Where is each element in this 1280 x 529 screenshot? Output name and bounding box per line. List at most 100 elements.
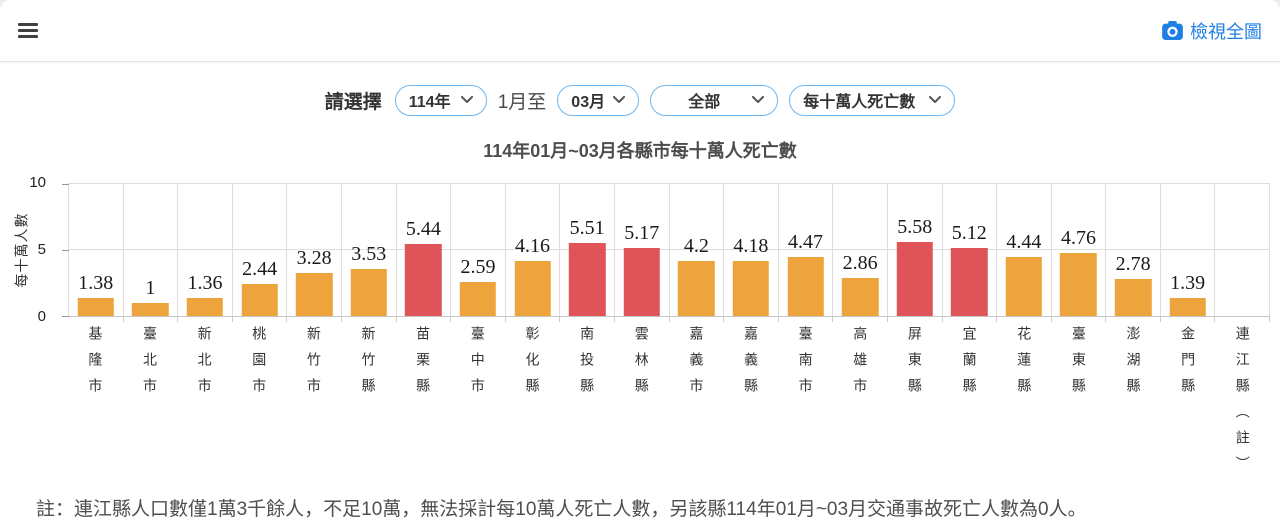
metric-select[interactable]: 每十萬人死亡數: [789, 84, 956, 116]
filter-label: 請選擇: [324, 91, 382, 113]
x-axis-label: 高雄市: [852, 326, 869, 404]
x-axis-label: 桃園市: [251, 326, 268, 404]
x-axis-cell: 嘉義市: [669, 326, 724, 488]
area-select[interactable]: 全部: [650, 84, 779, 116]
view-full-chart-link[interactable]: 檢視全圖: [1162, 18, 1262, 44]
x-axis-cell: 臺南市: [778, 326, 833, 488]
x-axis-label: 宜蘭縣: [961, 326, 978, 404]
x-axis-cell: 基隆市: [68, 326, 123, 488]
x-axis-cell: 臺中市: [450, 326, 505, 488]
bar[interactable]: [514, 261, 551, 316]
bar-value-label: 4.2: [683, 234, 709, 257]
x-axis-cell: 桃園市: [232, 326, 287, 488]
bar-value-label: 2.86: [842, 252, 878, 275]
plot-slot: 5.17: [615, 184, 670, 322]
bar[interactable]: [732, 260, 770, 316]
bar-value-label: 2.59: [460, 255, 496, 278]
bar[interactable]: [1060, 253, 1097, 316]
bar-value-label: 1.39: [1170, 271, 1206, 294]
x-axis-cell: 金門縣: [1161, 326, 1216, 488]
x-axis-label: 南投縣: [579, 326, 596, 404]
bar[interactable]: [459, 281, 497, 316]
bar[interactable]: [951, 248, 988, 316]
plot-slot: 5.12: [943, 184, 998, 322]
plot-slot: 4.44: [997, 184, 1052, 322]
filter-row: 請選擇 114年 1月至 03月 全部 每十萬人死亡數: [0, 84, 1280, 116]
plot-slot: 2.44: [233, 184, 288, 322]
bar-value-label: 4.16: [515, 235, 551, 258]
bar[interactable]: [186, 298, 224, 316]
bar[interactable]: [896, 242, 933, 316]
x-axis-label: 臺北市: [141, 326, 158, 404]
bar[interactable]: [568, 243, 606, 316]
x-axis-label: 澎湖縣: [1125, 326, 1142, 404]
camera-icon: [1162, 21, 1183, 40]
x-axis-label: 苗栗縣: [415, 326, 432, 404]
x-axis-label: 臺南市: [797, 326, 814, 404]
plot-slot: 5.44: [397, 184, 452, 322]
bar[interactable]: [678, 260, 715, 316]
x-axis-label: 臺東縣: [1070, 326, 1087, 404]
bar-value-label: 5.12: [951, 222, 987, 245]
bar[interactable]: [405, 244, 442, 316]
x-axis-label: 臺中市: [469, 326, 486, 404]
x-axis-cell: 臺東縣: [1052, 326, 1107, 488]
bar[interactable]: [77, 297, 115, 316]
range-text: 1月至: [497, 91, 547, 113]
bar[interactable]: [1114, 279, 1152, 316]
chevron-down-icon: [929, 96, 942, 104]
plot-slot: 4.16: [506, 184, 561, 322]
bar-value-label: 3.28: [296, 246, 332, 269]
year-select[interactable]: 114年: [394, 84, 487, 116]
x-axis-label: 金門縣: [1180, 326, 1197, 404]
plot-slot: 2.78: [1106, 184, 1161, 322]
bar-value-label: 4.47: [788, 231, 824, 253]
y-tick-mark: [62, 183, 69, 185]
bar[interactable]: [787, 257, 824, 316]
gridline: [69, 249, 1270, 250]
plot-slot: 5.51: [560, 184, 615, 322]
x-axis-cell: 臺北市: [123, 326, 178, 488]
x-axis-cell: 屏東縣: [888, 326, 943, 488]
x-axis-cell: 連江縣（註）: [1215, 326, 1270, 488]
plot-slot: 3.28: [287, 184, 342, 322]
bar-value-label: 5.58: [897, 216, 933, 239]
bar[interactable]: [132, 302, 169, 316]
bar[interactable]: [1005, 257, 1043, 316]
plot-slot: 2.86: [833, 184, 888, 322]
bar[interactable]: [841, 278, 879, 316]
y-axis-tick-label: 5: [37, 241, 46, 258]
bar[interactable]: [623, 247, 660, 316]
x-axis-label: 嘉義市: [688, 326, 705, 404]
bar[interactable]: [295, 272, 333, 316]
bar[interactable]: [350, 269, 387, 316]
chevron-down-icon: [752, 96, 765, 104]
month-select[interactable]: 03月: [557, 84, 640, 116]
x-axis-label: 連江縣（註）: [1234, 326, 1251, 482]
plot-slot: 3.53: [342, 184, 397, 322]
bar-value-label: 2.44: [242, 257, 278, 280]
x-axis-label: 基隆市: [87, 326, 104, 404]
year-select-value: 114年: [408, 94, 451, 111]
bar-value-label: 3.53: [351, 243, 387, 266]
y-axis-tick-label: 0: [37, 308, 46, 325]
y-axis-ticks: 0 5 10: [0, 174, 60, 325]
bar-value-label: 1.38: [78, 271, 114, 294]
plot-slot: 5.58: [888, 184, 943, 322]
plot-area: 1.38 1 1.36 2.44 3.28 3.53 5.44 2.59 4.16 5.51 5.1…: [62, 183, 1271, 322]
bar-value-label: 5.51: [569, 217, 605, 240]
x-axis-cell: 新竹市: [287, 326, 342, 488]
bar-value-label: 2.78: [1115, 253, 1151, 276]
bar[interactable]: [241, 283, 278, 316]
menu-hamburger-icon[interactable]: [18, 18, 40, 43]
month-select-value: 03月: [571, 94, 606, 111]
x-axis-label: 嘉義縣: [743, 326, 759, 404]
y-axis-tick-label: 10: [29, 174, 46, 191]
bar[interactable]: [1169, 297, 1206, 316]
plot-slot: 4.76: [1052, 184, 1107, 322]
x-axis-cell: 宜蘭縣: [942, 326, 997, 488]
bar-value-label: 4.44: [1006, 231, 1042, 254]
plot-slot: 4.2: [670, 184, 725, 322]
plot-slot: 2.59: [451, 184, 506, 322]
